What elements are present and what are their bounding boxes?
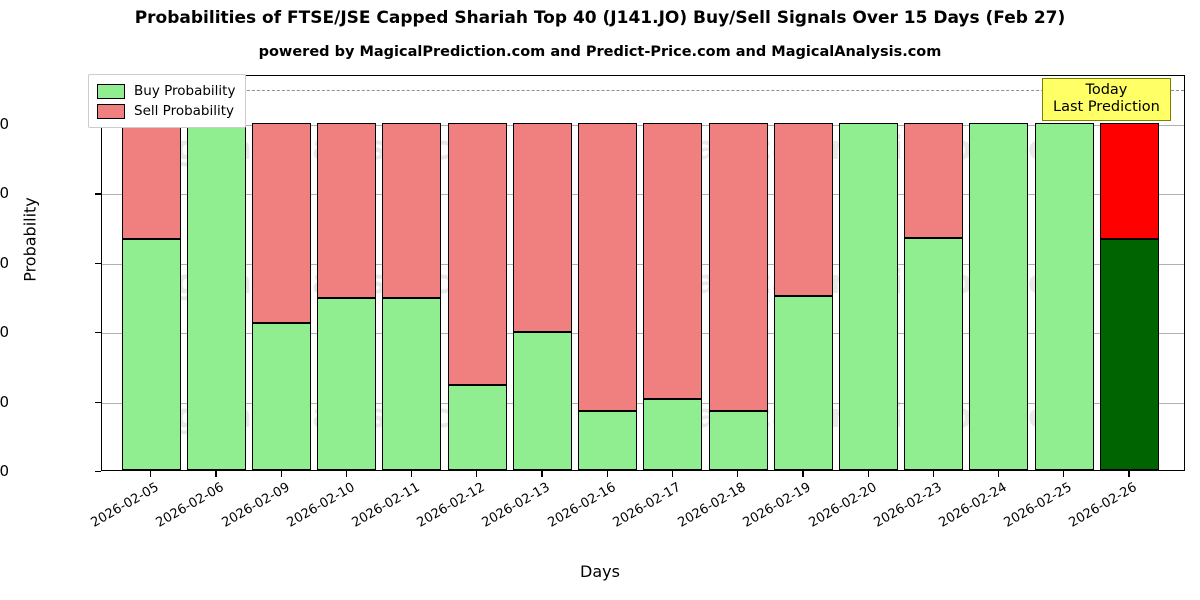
y-tick-label: 100 xyxy=(0,115,9,133)
bar-segment-sell[interactable] xyxy=(382,123,442,298)
gridline-60 xyxy=(102,263,1184,265)
x-tick-mark xyxy=(280,471,282,477)
x-tick-mark xyxy=(541,471,543,477)
today-annotation: Today Last Prediction xyxy=(1042,78,1171,122)
x-tick-mark xyxy=(606,471,608,477)
bar-column[interactable] xyxy=(186,123,246,470)
bar-segment-buy[interactable] xyxy=(512,331,572,470)
y-tick-label: 40 xyxy=(0,323,9,342)
bar-segment-buy[interactable] xyxy=(186,123,246,470)
x-tick-mark xyxy=(1063,471,1065,477)
bar-segment-sell[interactable] xyxy=(708,123,768,412)
bar-column[interactable] xyxy=(1034,123,1094,470)
legend-label-sell: Sell Probability xyxy=(134,103,235,119)
bar-segment-buy[interactable] xyxy=(1034,123,1094,470)
gridline-40 xyxy=(102,333,1184,335)
bar-segment-sell[interactable] xyxy=(447,123,507,385)
bar-segment-sell[interactable] xyxy=(252,123,312,324)
y-tick-mark xyxy=(95,262,101,265)
x-tick-mark xyxy=(997,471,1000,477)
y-tick-mark xyxy=(95,471,101,473)
bar-segment-buy[interactable] xyxy=(382,297,442,470)
bar-segment-buy[interactable] xyxy=(904,237,964,470)
bar-segment-buy[interactable] xyxy=(1099,239,1159,470)
x-tick-mark xyxy=(150,471,152,477)
bar-segment-sell[interactable] xyxy=(643,123,703,399)
y-tick-label: 80 xyxy=(0,184,9,203)
bar-segment-sell[interactable] xyxy=(773,123,833,296)
bar-segment-sell[interactable] xyxy=(1099,123,1159,240)
bar-column[interactable] xyxy=(839,123,899,470)
chart-title: Probabilities of FTSE/JSE Capped Shariah… xyxy=(134,8,1066,28)
bar-segment-buy[interactable] xyxy=(643,398,703,470)
bar-segment-buy[interactable] xyxy=(317,297,377,470)
y-tick-label: 20 xyxy=(0,392,9,411)
bar-segment-buy[interactable] xyxy=(578,411,638,470)
gridline-80 xyxy=(102,194,1184,196)
chart-subtitle: powered by MagicalPrediction.com and Pre… xyxy=(258,44,942,60)
x-tick-mark xyxy=(737,471,739,477)
bar-column[interactable] xyxy=(708,123,768,470)
bar-series-layer xyxy=(102,76,1184,470)
x-tick-mark xyxy=(1128,471,1130,477)
x-tick-mark xyxy=(476,471,478,477)
bar-column[interactable] xyxy=(773,123,833,470)
gridline-100 xyxy=(102,125,1184,126)
bar-segment-buy[interactable] xyxy=(252,323,312,470)
legend-swatch-sell-icon xyxy=(97,103,125,119)
bar-column[interactable] xyxy=(121,123,181,470)
y-tick-mark xyxy=(95,401,101,403)
y-axis-label: Probability xyxy=(20,197,40,282)
y-tick-label: 60 xyxy=(0,253,9,272)
x-tick-mark xyxy=(215,471,217,477)
bar-column[interactable] xyxy=(252,123,312,470)
legend-item-buy: Buy Probability xyxy=(97,81,235,101)
bar-segment-sell[interactable] xyxy=(121,123,181,240)
chart-legend: Buy Probability Sell Probability xyxy=(88,74,247,128)
legend-item-sell: Sell Probability xyxy=(97,101,235,121)
today-annotation-line1: Today xyxy=(1085,82,1128,98)
bar-column[interactable] xyxy=(512,123,572,470)
x-tick-mark xyxy=(802,471,804,477)
y-tick-mark xyxy=(95,193,101,195)
bar-segment-buy[interactable] xyxy=(773,295,833,470)
bar-column[interactable] xyxy=(447,123,507,470)
x-tick-mark xyxy=(345,471,348,477)
y-tick-label: 0 xyxy=(0,462,9,480)
legend-swatch-buy-icon xyxy=(97,83,125,99)
bar-segment-buy[interactable] xyxy=(839,123,899,470)
bar-segment-buy[interactable] xyxy=(447,385,507,470)
bar-segment-sell[interactable] xyxy=(578,123,638,412)
bar-column[interactable] xyxy=(578,123,638,470)
bar-segment-buy[interactable] xyxy=(969,123,1029,470)
bar-segment-buy[interactable] xyxy=(121,239,181,470)
bar-column[interactable] xyxy=(969,123,1029,470)
bar-column[interactable] xyxy=(1099,123,1159,470)
x-tick-mark xyxy=(932,471,935,477)
today-annotation-line2: Last Prediction xyxy=(1053,99,1160,116)
y-tick-mark xyxy=(95,332,101,334)
gridline-20 xyxy=(102,402,1184,404)
bar-segment-sell[interactable] xyxy=(512,123,572,332)
x-tick-mark xyxy=(867,471,869,477)
bar-column[interactable] xyxy=(382,123,442,470)
reference-line-dashed xyxy=(102,90,1184,92)
bar-column[interactable] xyxy=(643,123,703,470)
x-tick-mark xyxy=(671,471,674,477)
bar-segment-sell[interactable] xyxy=(317,123,377,298)
x-axis-label: Days xyxy=(580,562,620,581)
x-tick-mark xyxy=(410,471,413,477)
bar-segment-sell[interactable] xyxy=(904,123,964,238)
bar-column[interactable] xyxy=(317,123,377,470)
plot-area: MagicalAnalysis.comMagicalPrediction.com… xyxy=(101,75,1185,471)
bar-segment-buy[interactable] xyxy=(708,411,768,470)
legend-label-buy: Buy Probability xyxy=(134,83,236,99)
bar-column[interactable] xyxy=(904,123,964,470)
